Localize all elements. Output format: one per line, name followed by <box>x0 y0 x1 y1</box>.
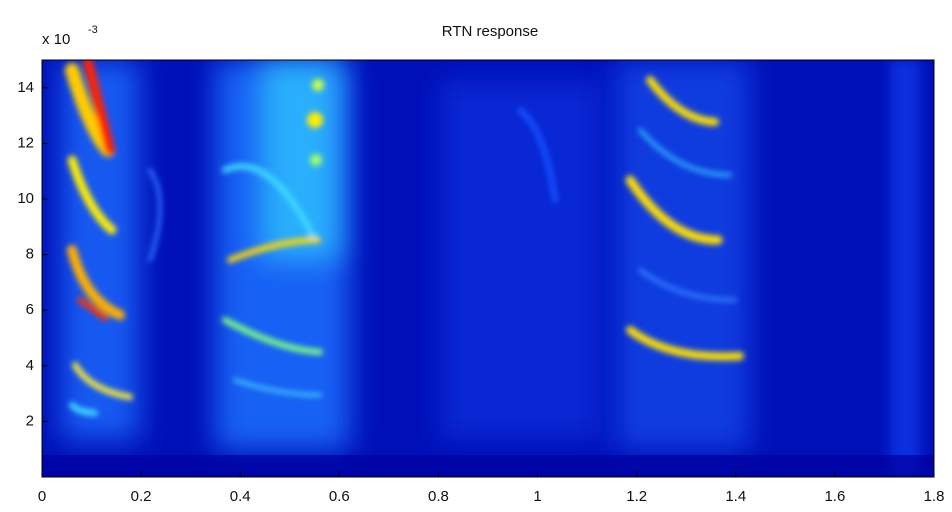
y-tick-label: 10 <box>17 190 34 207</box>
y-tick-label: 12 <box>17 134 34 151</box>
x-tick-label: 1.4 <box>725 488 746 505</box>
y-tick-label: 4 <box>26 357 34 374</box>
x-tick-label: 1.6 <box>824 488 845 505</box>
y-tick-label: 8 <box>26 246 34 263</box>
x-tick-label: 1.2 <box>626 488 647 505</box>
x-tick-label: 1.8 <box>924 488 945 505</box>
spectrogram-image <box>42 60 934 477</box>
y-tick-label: 14 <box>17 79 34 96</box>
axis-multiplier-exponent: -3 <box>88 24 98 36</box>
x-tick-label: 0 <box>38 488 46 505</box>
y-tick-label: 6 <box>26 301 34 318</box>
plot-frame <box>41 59 935 478</box>
x-tick-label: 1 <box>533 488 541 505</box>
x-tick-label: 0.4 <box>230 488 251 505</box>
x-tick-label: 0.8 <box>428 488 449 505</box>
y-tick-label: 2 <box>26 412 34 429</box>
chart-title: RTN response <box>442 23 538 40</box>
x-tick-label: 0.2 <box>131 488 152 505</box>
x-tick-label: 0.6 <box>329 488 350 505</box>
axis-multiplier: x 10 <box>42 31 70 48</box>
